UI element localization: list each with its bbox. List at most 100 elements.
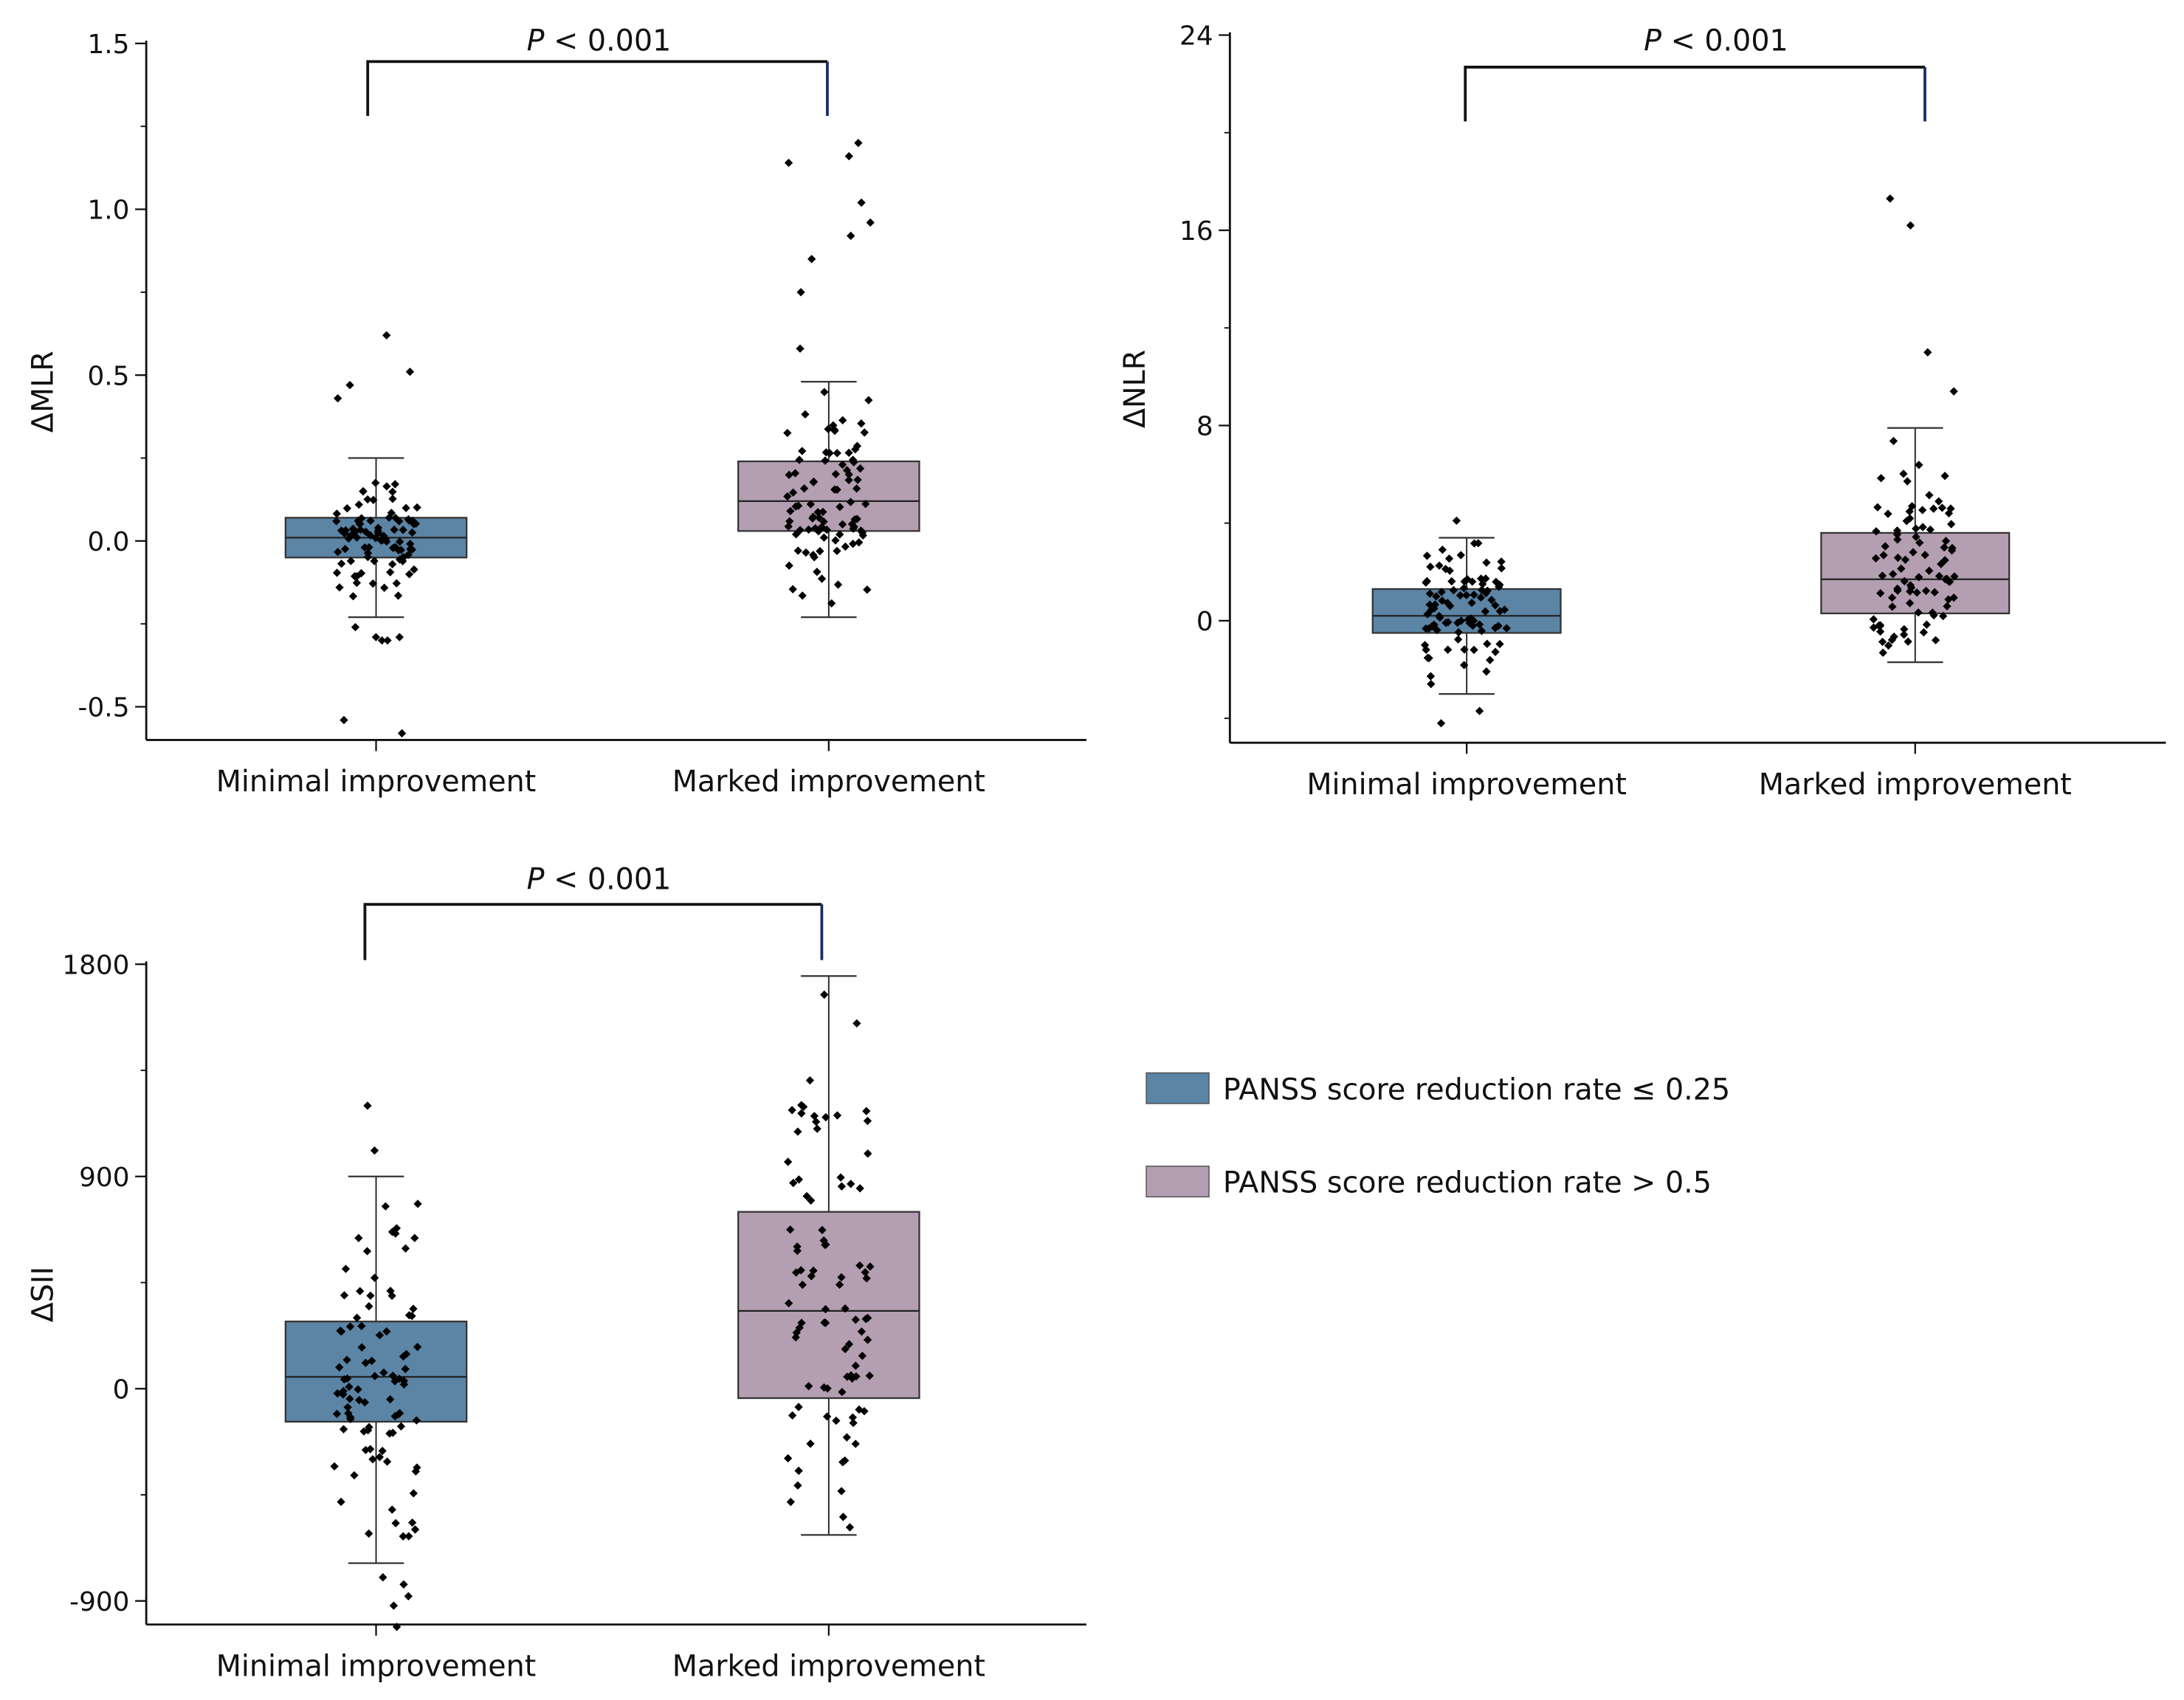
data-point xyxy=(790,469,800,478)
data-point xyxy=(833,449,841,458)
data-point xyxy=(395,1408,404,1418)
data-point xyxy=(861,1267,869,1277)
data-point xyxy=(1941,537,1951,546)
data-point xyxy=(371,1372,379,1380)
data-point xyxy=(1502,624,1511,633)
data-point xyxy=(831,469,840,478)
data-point xyxy=(396,546,406,554)
y-tick-label: -0.5 xyxy=(78,693,130,723)
data-point xyxy=(404,570,414,579)
outlier-point xyxy=(854,138,863,148)
data-point xyxy=(1453,635,1463,644)
data-point xyxy=(821,448,830,457)
data-point xyxy=(788,585,797,593)
data-point xyxy=(809,551,818,560)
box-minimal xyxy=(284,1321,468,1423)
data-point xyxy=(352,1313,362,1322)
data-point xyxy=(810,1112,819,1121)
data-point xyxy=(392,579,401,588)
data-point xyxy=(1946,504,1955,513)
x-tick-label: Minimal improvement xyxy=(1306,768,1627,802)
data-point xyxy=(830,485,839,494)
data-point xyxy=(413,1200,422,1208)
legend-label-minimal: PANSS score reduction rate ≤ 0.25 xyxy=(1223,1073,1730,1107)
data-point xyxy=(799,484,809,493)
data-point xyxy=(806,1439,815,1448)
data-point xyxy=(354,500,363,509)
data-point xyxy=(388,495,397,503)
data-point xyxy=(1430,604,1439,613)
data-point xyxy=(368,579,377,588)
data-point xyxy=(851,1439,860,1448)
data-point xyxy=(1483,586,1492,595)
data-point xyxy=(1926,525,1935,534)
y-tick-label: 0 xyxy=(113,1374,130,1405)
data-point xyxy=(1459,584,1469,593)
data-point xyxy=(793,1246,802,1256)
data-point xyxy=(838,460,847,469)
data-point xyxy=(336,1326,345,1335)
outlier-point xyxy=(1886,194,1895,203)
data-point xyxy=(402,503,410,512)
data-point xyxy=(1491,601,1500,610)
data-point xyxy=(402,1349,411,1359)
data-point xyxy=(342,1355,351,1364)
outlier-point xyxy=(333,393,342,403)
data-point xyxy=(348,524,357,534)
data-point xyxy=(863,1335,872,1344)
data-point xyxy=(816,546,824,556)
data-point xyxy=(357,1343,366,1352)
data-point xyxy=(1940,543,1949,552)
data-point xyxy=(792,1328,801,1338)
data-point xyxy=(1873,503,1882,512)
data-point xyxy=(851,1361,860,1370)
data-point xyxy=(1943,602,1952,610)
data-point xyxy=(332,517,341,526)
data-point xyxy=(1903,477,1912,486)
data-point xyxy=(370,557,379,565)
data-point xyxy=(1476,574,1486,583)
data-point xyxy=(1453,619,1462,627)
data-point xyxy=(404,515,413,524)
data-point xyxy=(362,527,371,537)
data-point xyxy=(855,1184,864,1193)
data-point xyxy=(1445,566,1454,575)
data-point xyxy=(821,1112,830,1122)
data-point xyxy=(395,517,404,526)
data-point xyxy=(801,410,810,419)
legend-swatch-marked xyxy=(1146,1166,1210,1198)
data-point xyxy=(1899,469,1908,478)
data-point xyxy=(339,1425,348,1434)
data-point xyxy=(836,503,844,512)
data-point xyxy=(789,1178,798,1188)
data-point xyxy=(335,583,344,592)
data-point xyxy=(382,1327,391,1336)
data-point xyxy=(357,1321,366,1331)
data-point xyxy=(390,480,399,489)
data-point xyxy=(1436,613,1444,622)
data-point xyxy=(1875,622,1884,631)
data-point xyxy=(388,1372,397,1380)
data-point xyxy=(387,1291,396,1301)
data-point xyxy=(1441,619,1450,627)
panel-sii: -900 0 900 1800 ΔSII Minimal improvement Marke… xyxy=(27,862,1086,1684)
data-point xyxy=(819,507,827,517)
p-value-annotation: P < 0.001 xyxy=(527,862,672,896)
data-point xyxy=(1481,607,1490,616)
data-point xyxy=(378,1446,387,1456)
data-point xyxy=(360,1398,369,1407)
data-point xyxy=(1454,627,1463,637)
data-point xyxy=(365,1422,373,1431)
data-point xyxy=(1876,474,1886,483)
data-point xyxy=(865,1372,874,1380)
data-point xyxy=(835,1280,844,1290)
data-point xyxy=(837,1487,846,1496)
data-point xyxy=(792,1268,801,1277)
data-point xyxy=(841,1304,850,1313)
data-point xyxy=(802,1191,811,1201)
data-point xyxy=(802,548,810,557)
data-point xyxy=(1915,461,1923,469)
data-point xyxy=(806,500,816,509)
data-point xyxy=(1900,577,1909,585)
data-point xyxy=(858,1352,867,1360)
